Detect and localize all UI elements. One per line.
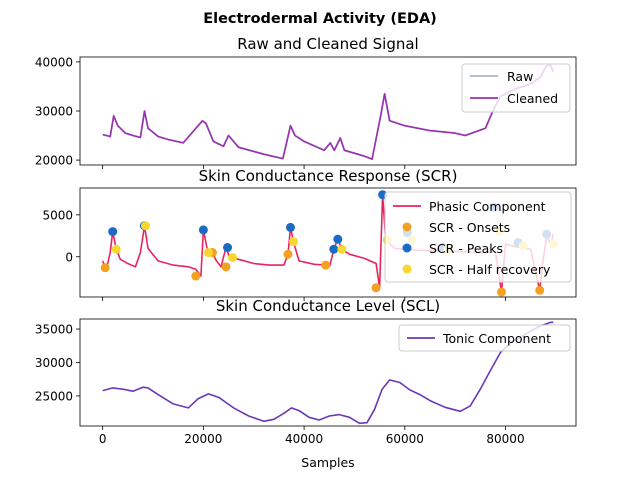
figure-title: Electrodermal Activity (EDA) xyxy=(203,11,437,27)
scr-onsets-point xyxy=(321,260,331,270)
x-tick-label: 40000 xyxy=(285,432,323,446)
legend-box xyxy=(398,324,571,352)
subplot-raw-cleaned: Raw and Cleaned Signal 20000 30000 40000 R… xyxy=(35,35,577,169)
scr-half-recovery-point xyxy=(289,237,299,247)
tonic-component-line xyxy=(102,321,554,425)
y-tick-label: 0 xyxy=(65,250,73,264)
scr-onsets-point xyxy=(535,285,545,295)
y-tick-label: 30000 xyxy=(35,105,73,119)
cleaned-line xyxy=(102,63,555,160)
scr-onsets-point xyxy=(283,249,293,259)
scr-half-recovery-point xyxy=(228,253,238,263)
subplot-scr-title: Skin Conductance Response (SCR) xyxy=(199,167,458,185)
subplot-scl-plot: 25000 30000 35000 0 20000 40000 60000 80000 xyxy=(35,321,554,446)
y-tick-label: 5000 xyxy=(42,208,73,222)
legend-swatch-peaks xyxy=(402,243,412,253)
subplot-scr: Skin Conductance Response (SCR) 0 5000 Ph… xyxy=(42,167,577,301)
subplot-scl-title: Skin Conductance Level (SCL) xyxy=(216,297,440,315)
scr-peaks-point xyxy=(198,225,208,235)
scr-onsets-point xyxy=(100,263,110,273)
subplot-scr-frame xyxy=(79,187,577,298)
scr-peaks-point xyxy=(333,234,343,244)
scr-peaks-point xyxy=(223,243,233,253)
y-tick-label: 25000 xyxy=(35,389,73,403)
legend-label-phasic: Phasic Component xyxy=(429,199,546,214)
y-tick-label: 30000 xyxy=(35,356,73,370)
scr-peaks-point xyxy=(285,222,295,232)
x-axis-label: Samples xyxy=(301,455,354,470)
y-tick-label: 40000 xyxy=(35,55,73,69)
y-tick-label: 20000 xyxy=(35,154,73,168)
legend-swatch-half-recovery xyxy=(402,264,412,274)
legend-label-onsets: SCR - Onsets xyxy=(429,220,510,235)
subplot-scl-legend: Tonic Component xyxy=(398,324,571,352)
subplot-raw-cleaned-frame xyxy=(79,56,577,166)
scr-peaks-point xyxy=(108,227,118,237)
subplot-scl: Skin Conductance Level (SCL) 25000 30000 3… xyxy=(35,297,577,446)
scr-half-recovery-point xyxy=(111,244,121,254)
legend-label-peaks: SCR - Peaks xyxy=(429,241,503,256)
scr-onsets-point xyxy=(371,283,381,293)
x-tick-label: 0 xyxy=(99,432,107,446)
legend-label-half-recovery: SCR - Half recovery xyxy=(429,262,551,277)
scr-onsets-point xyxy=(496,287,506,297)
subplot-raw-cleaned-legend: Raw Cleaned xyxy=(461,63,571,113)
scr-half-recovery-point xyxy=(140,221,150,231)
legend-label-raw: Raw xyxy=(507,69,533,84)
subplot-scl-frame xyxy=(79,318,577,427)
subplot-scr-legend: Phasic Component SCR - Onsets SCR - Peak… xyxy=(384,191,572,283)
legend-swatch-onsets xyxy=(402,222,412,232)
scr-peaks-point xyxy=(329,244,339,254)
y-tick-label: 35000 xyxy=(35,323,73,337)
scr-onsets-point xyxy=(191,271,201,281)
x-tick-label: 80000 xyxy=(486,432,524,446)
x-tick-label: 60000 xyxy=(386,432,424,446)
legend-label-tonic: Tonic Component xyxy=(442,331,551,346)
scr-half-recovery-point xyxy=(337,244,347,254)
x-tick-label: 20000 xyxy=(184,432,222,446)
scr-half-recovery-point xyxy=(203,248,213,258)
legend-box xyxy=(384,191,572,283)
subplot-raw-cleaned-title: Raw and Cleaned Signal xyxy=(237,35,418,53)
scr-onsets-point xyxy=(221,262,231,272)
legend-label-cleaned: Cleaned xyxy=(507,91,558,106)
subplot-raw-cleaned-plot: 20000 30000 40000 xyxy=(35,55,555,169)
